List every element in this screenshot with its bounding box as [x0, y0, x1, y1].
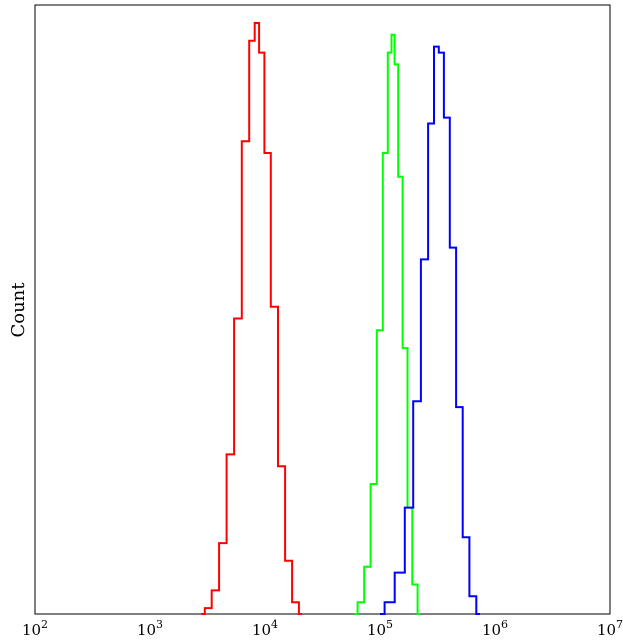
x-tick-base: 10 [22, 621, 41, 639]
x-tick-exponent: 6 [501, 618, 508, 631]
x-tick-exponent: 3 [156, 618, 163, 631]
plot-frame [34, 4, 611, 615]
x-tick-label: 103 [137, 618, 163, 639]
x-tick-label: 102 [22, 618, 48, 639]
x-tick-label: 107 [597, 618, 623, 639]
x-tick-exponent: 7 [616, 618, 623, 631]
histogram-series-1 [201, 22, 303, 615]
x-tick-exponent: 4 [271, 618, 278, 631]
x-tick-base: 10 [367, 621, 386, 639]
series-layer [201, 22, 480, 615]
x-tick-base: 10 [137, 621, 156, 639]
x-tick-exponent: 5 [386, 618, 393, 631]
y-axis-label: Count [8, 282, 29, 338]
x-tick-base: 10 [252, 621, 271, 639]
x-tick-base: 10 [482, 621, 501, 639]
x-tick-labels: 102 103 104 105 106 107 [22, 618, 623, 639]
x-tick-label: 106 [482, 618, 508, 639]
x-tick-label: 104 [252, 618, 278, 639]
histogram-series-3 [380, 45, 480, 615]
x-tick-label: 105 [367, 618, 393, 639]
x-tick-exponent: 2 [41, 618, 48, 631]
histogram-series-2 [354, 33, 421, 615]
x-tick-base: 10 [597, 621, 616, 639]
